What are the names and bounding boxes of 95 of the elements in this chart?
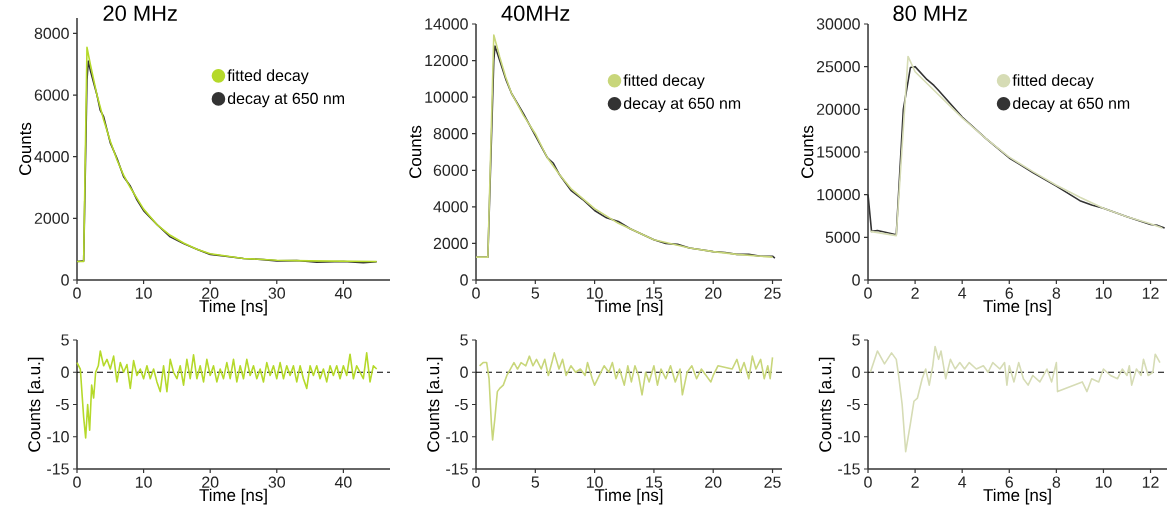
y-tick-label: -10: [446, 431, 468, 443]
x-tick-label: 20: [202, 287, 219, 299]
y-tick-label: -5: [56, 398, 69, 411]
y-tick-label: 12000: [425, 54, 468, 67]
y-tick-label: 30000: [816, 18, 860, 30]
x-tick-label: 40: [334, 476, 352, 488]
legend-label: fitted decay: [623, 74, 705, 90]
line-series: [76, 350, 378, 439]
x-tick-label: 4: [958, 476, 967, 488]
y-axis-title: Counts: [801, 125, 814, 178]
y-tick-label: 6000: [34, 89, 69, 101]
x-axis-title: Time [ns]: [594, 488, 663, 505]
line-series: [478, 352, 774, 441]
x-tick-label: 30: [268, 476, 286, 488]
y-tick-label: 6000: [433, 164, 468, 176]
x-tick-label: 25: [764, 476, 781, 488]
x-tick-label: 2: [911, 476, 919, 488]
chart-title: 80 MHz: [893, 5, 967, 22]
y-tick-label: 0: [460, 274, 468, 286]
y-tick-label: 5: [852, 334, 860, 346]
x-tick-label: 6: [1005, 287, 1013, 299]
legend-label: fitted decay: [1012, 74, 1094, 90]
x-tick-label: 0: [73, 287, 81, 299]
x-axis-title: Time [ns]: [594, 299, 663, 316]
y-tick-label: 4000: [34, 151, 69, 163]
y-axis-title: Counts: [409, 125, 422, 178]
y-tick-label: 15000: [817, 146, 860, 158]
y-tick-label: 0: [61, 274, 69, 286]
x-tick-label: 15: [646, 476, 663, 488]
y-tick-label: -5: [455, 398, 468, 411]
x-tick-label: 10: [1095, 476, 1112, 488]
line-series: [869, 345, 1161, 453]
x-tick-label: 10: [135, 476, 152, 488]
x-axis-title: Time [ns]: [983, 299, 1051, 316]
y-axis-title: Counts [a.u.]: [818, 357, 835, 452]
x-tick-label: 10: [1095, 287, 1112, 299]
x-tick-label: 30: [268, 287, 286, 299]
x-tick-label: 6: [1005, 476, 1013, 488]
y-tick-label: 10000: [817, 189, 860, 201]
y-tick-label: 14000: [425, 18, 468, 30]
x-tick-label: 10: [135, 287, 152, 299]
x-axis-title: Time [ns]: [983, 488, 1051, 505]
chart-title: 20 MHz: [103, 5, 177, 22]
y-tick-label: 5: [61, 334, 69, 346]
y-tick-label: -15: [47, 463, 69, 475]
x-tick-label: 10: [586, 476, 603, 488]
x-tick-label: 40: [334, 287, 352, 299]
x-tick-label: 25: [764, 287, 781, 299]
chart-title: 40MHz: [501, 5, 570, 22]
legend-label: fitted decay: [227, 69, 309, 85]
y-tick-label: 5: [460, 334, 468, 346]
y-tick-label: 5000: [825, 231, 860, 243]
y-tick-label: -15: [446, 463, 468, 475]
y-tick-label: 10000: [425, 91, 468, 103]
y-axis-title: Counts [a.u.]: [426, 357, 443, 452]
x-tick-label: 4: [958, 287, 967, 299]
y-tick-label: 25000: [816, 61, 860, 73]
y-tick-label: 20000: [816, 103, 860, 115]
y-tick-label: -10: [47, 431, 69, 443]
y-tick-label: 0: [61, 366, 69, 378]
x-tick-label: 12: [1142, 476, 1159, 488]
y-tick-label: 4000: [433, 201, 468, 213]
y-tick-label: 0: [852, 274, 860, 286]
y-tick-label: -10: [838, 431, 860, 443]
legend-label: decay at 650 nm: [227, 92, 344, 108]
x-tick-label: 20: [705, 476, 722, 488]
x-tick-label: 0: [73, 476, 81, 488]
x-tick-label: 0: [472, 476, 480, 488]
legend-label: decay at 650 nm: [623, 97, 741, 113]
x-axis-title: Time [ns]: [199, 299, 267, 316]
y-tick-label: 2000: [34, 212, 69, 224]
y-tick-label: 0: [852, 366, 860, 378]
x-tick-label: 5: [531, 287, 540, 299]
y-tick-label: 0: [460, 366, 468, 378]
x-tick-label: 20: [705, 287, 722, 299]
x-tick-label: 12: [1142, 287, 1159, 299]
x-tick-label: 8: [1052, 476, 1061, 488]
x-tick-label: 0: [864, 287, 872, 299]
x-tick-label: 15: [646, 287, 663, 299]
y-tick-label: -15: [838, 463, 860, 475]
x-tick-label: 2: [911, 287, 919, 299]
x-tick-label: 10: [586, 287, 603, 299]
y-tick-label: 8000: [433, 128, 468, 140]
x-tick-label: 5: [531, 476, 540, 488]
y-tick-label: 2000: [433, 237, 468, 250]
y-axis-title: Counts [a.u.]: [27, 357, 44, 452]
x-tick-label: 0: [864, 476, 872, 488]
y-tick-label: 8000: [34, 27, 69, 40]
legend-label: decay at 650 nm: [1013, 97, 1130, 113]
x-axis-title: Time [ns]: [199, 488, 267, 505]
y-tick-label: -5: [847, 398, 860, 411]
x-tick-label: 20: [202, 476, 219, 488]
x-tick-label: 8: [1052, 287, 1061, 299]
x-tick-label: 0: [472, 287, 480, 299]
y-axis-title: Counts: [19, 122, 32, 175]
